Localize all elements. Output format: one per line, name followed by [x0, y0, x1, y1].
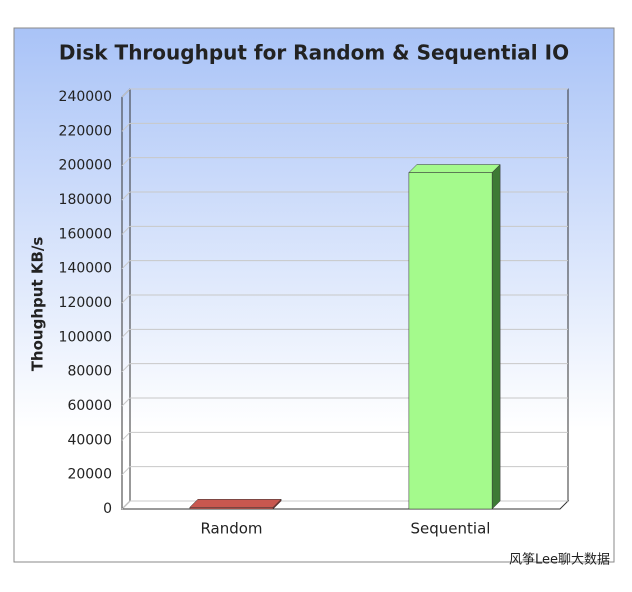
- y-tick-label: 0: [103, 501, 112, 517]
- y-tick-label: 120000: [59, 295, 112, 311]
- grid-edge: [121, 363, 131, 373]
- watermark: 风筝Lee聊大数据: [509, 552, 610, 568]
- grid-edge: [121, 88, 131, 98]
- y-tick-label: 80000: [67, 364, 112, 380]
- y-tick-label: 100000: [59, 329, 112, 345]
- y-tick-label: 160000: [59, 226, 112, 242]
- bar: [189, 507, 274, 510]
- x-tick-label: Sequential: [411, 520, 491, 538]
- grid-edge: [121, 260, 131, 270]
- bar-top: [408, 164, 501, 173]
- grid-edge: [121, 466, 131, 476]
- y-tick-label: 240000: [59, 89, 112, 105]
- y-tick-label: 180000: [59, 192, 112, 208]
- grid-edge: [121, 191, 131, 201]
- y-tick-label: 200000: [59, 158, 112, 174]
- grid-edge: [121, 500, 131, 510]
- y-tick-label: 40000: [67, 432, 112, 448]
- y-tick-label: 20000: [67, 467, 112, 483]
- grid-edge: [121, 294, 131, 304]
- floor: [120, 500, 570, 510]
- chart-title: Disk Throughput for Random & Sequential …: [59, 41, 569, 65]
- bar-top: [189, 499, 282, 508]
- bar: [408, 172, 493, 510]
- x-tick-label: Random: [200, 520, 262, 538]
- y-tick-label: 220000: [59, 123, 112, 139]
- y-axis-label: Thoughput KB/s: [29, 237, 47, 372]
- grid-edge: [121, 122, 131, 132]
- grid-edge: [121, 397, 131, 407]
- grid-edge: [121, 225, 131, 235]
- grid-edge: [121, 431, 131, 441]
- y-tick-label: 140000: [59, 261, 112, 277]
- grid-edge: [121, 157, 131, 167]
- y-tick-label: 60000: [67, 398, 112, 414]
- bar-side: [491, 163, 501, 510]
- grid-edge: [121, 328, 131, 338]
